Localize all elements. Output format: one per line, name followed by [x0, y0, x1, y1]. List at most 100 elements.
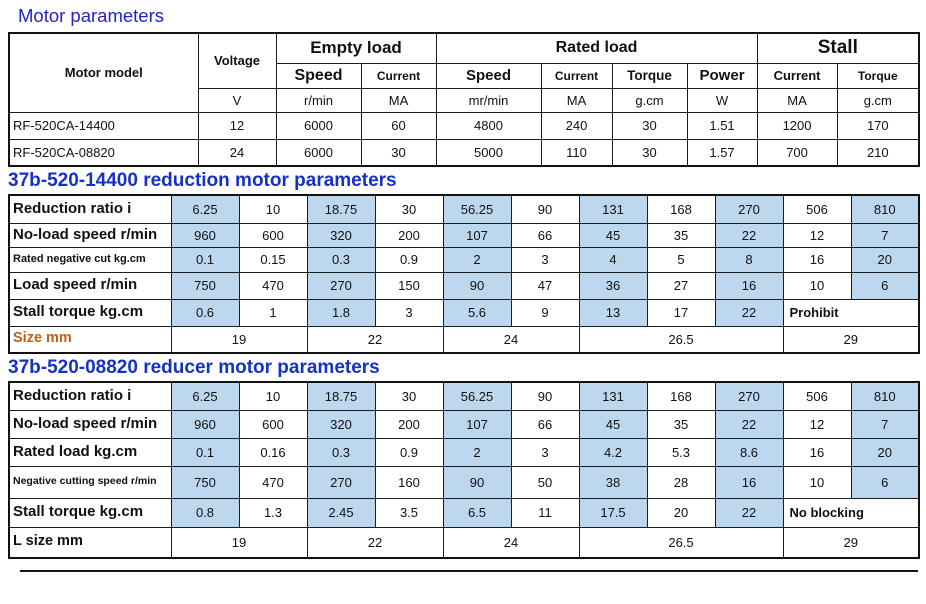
value-cell: 30: [374, 194, 444, 224]
table-cell: 30: [611, 111, 688, 140]
value-cell: 6.25: [170, 194, 240, 224]
table-row: No-load speed r/min 960 600 320 200 107 66 45 35…: [8, 409, 920, 439]
value-cell: 960: [170, 409, 240, 439]
table-cell: W: [686, 87, 758, 113]
value-cell: 28: [646, 465, 716, 499]
value-cell: 66: [510, 409, 580, 439]
value-cell: 4: [578, 246, 648, 273]
value-cell: 160: [374, 465, 444, 499]
size-cell: 22: [306, 526, 444, 559]
row-label: Reduction ratio i: [8, 381, 172, 411]
value-cell: 11: [510, 497, 580, 528]
row-label: No-load speed r/min: [8, 222, 172, 248]
rated-load-header: Rated load: [435, 32, 758, 64]
size-cell: 26.5: [578, 526, 784, 559]
reducer-table-08820: Reduction ratio i 6.25 10 18.75 30 56.25 90 131…: [8, 381, 920, 559]
value-cell: 35: [646, 222, 716, 248]
value-cell: 18.75: [306, 194, 376, 224]
table-cell: 60: [360, 111, 437, 140]
value-cell: 107: [442, 222, 512, 248]
value-cell: 2: [442, 246, 512, 273]
row-label: Rated negative cut kg.cm: [8, 246, 172, 273]
value-cell: 200: [374, 409, 444, 439]
value-cell: 90: [442, 465, 512, 499]
value-cell: 506: [782, 381, 852, 411]
value-cell: 16: [782, 437, 852, 467]
motor-spec-table: Motor model Voltage Empty load Rated loa…: [8, 32, 921, 167]
value-cell: 20: [850, 437, 920, 467]
value-cell: 45: [578, 222, 648, 248]
motor-model-header: Motor model: [8, 32, 199, 113]
table-cell: 170: [836, 111, 920, 140]
table-cell: 6000: [275, 111, 362, 140]
value-cell: 10: [238, 194, 308, 224]
value-cell: 470: [238, 465, 308, 499]
value-cell: 1.3: [238, 497, 308, 528]
value-cell: 0.3: [306, 437, 376, 467]
value-cell: 960: [170, 222, 240, 248]
table-cell: g.cm: [611, 87, 688, 113]
value-cell: 50: [510, 465, 580, 499]
value-cell: 168: [646, 194, 716, 224]
value-cell: 750: [170, 465, 240, 499]
table-cell: MA: [756, 87, 838, 113]
table-cell: r/min: [275, 87, 362, 113]
table-cell: 4800: [435, 111, 542, 140]
row-label: Load speed r/min: [8, 271, 172, 300]
table-row: Reduction ratio i 6.25 10 18.75 30 56.25 90 131…: [8, 381, 920, 411]
table-cell: g.cm: [836, 87, 920, 113]
table-cell: 700: [756, 138, 838, 167]
row-label: Stall torque kg.cm: [8, 298, 172, 327]
stall-header: Stall: [756, 32, 920, 64]
value-cell: 0.1: [170, 437, 240, 467]
table-cell: 5000: [435, 138, 542, 167]
voltage-header: Voltage: [197, 32, 277, 89]
value-cell: 66: [510, 222, 580, 248]
table-cell: 6000: [275, 138, 362, 167]
value-cell: 131: [578, 194, 648, 224]
table-cell: 30: [360, 138, 437, 167]
value-cell: 10: [782, 271, 852, 300]
motor-model-cell: RF-520CA-14400: [8, 111, 199, 140]
value-cell: 30: [374, 381, 444, 411]
value-cell: 1: [238, 298, 308, 327]
value-cell: 90: [510, 194, 580, 224]
row-label: Size mm: [8, 325, 172, 354]
value-cell: 0.1: [170, 246, 240, 273]
value-cell: 9: [510, 298, 580, 327]
row-label: L size mm: [8, 526, 172, 559]
value-cell: 16: [782, 246, 852, 273]
value-cell: 27: [646, 271, 716, 300]
value-cell: 16: [714, 271, 784, 300]
value-cell: 8.6: [714, 437, 784, 467]
table-row: No-load speed r/min 960 600 320 200 107 66 45 35…: [8, 222, 920, 248]
empty-load-header: Empty load: [275, 32, 437, 64]
value-cell: 4.2: [578, 437, 648, 467]
table-row: Stall torque kg.cm 0.8 1.3 2.45 3.5 6.5 11 17.5…: [8, 497, 920, 528]
value-cell: 0.8: [170, 497, 240, 528]
table-row: Rated negative cut kg.cm 0.1 0.15 0.3 0.9 2 3 4…: [8, 246, 920, 273]
value-cell: 131: [578, 381, 648, 411]
table-cell: 30: [611, 138, 688, 167]
value-cell: 45: [578, 409, 648, 439]
value-cell: 8: [714, 246, 784, 273]
value-cell: 3: [510, 437, 580, 467]
table-row: RF-520CA-14400 12 6000 60 4800 240 30 1.51 1200…: [8, 111, 920, 140]
value-cell: 7: [850, 222, 920, 248]
value-cell: 750: [170, 271, 240, 300]
value-cell: 22: [714, 222, 784, 248]
bottom-divider: [20, 570, 918, 572]
value-cell: 270: [714, 194, 784, 224]
size-cell: 19: [170, 526, 308, 559]
table-cell: MA: [540, 87, 613, 113]
value-cell: 5.6: [442, 298, 512, 327]
value-cell: 2: [442, 437, 512, 467]
value-cell: 0.3: [306, 246, 376, 273]
value-cell: 150: [374, 271, 444, 300]
value-cell: 0.9: [374, 246, 444, 273]
value-cell: 0.6: [170, 298, 240, 327]
value-cell: 3.5: [374, 497, 444, 528]
value-cell: 600: [238, 222, 308, 248]
value-cell: 22: [714, 409, 784, 439]
size-cell: 22: [306, 325, 444, 354]
